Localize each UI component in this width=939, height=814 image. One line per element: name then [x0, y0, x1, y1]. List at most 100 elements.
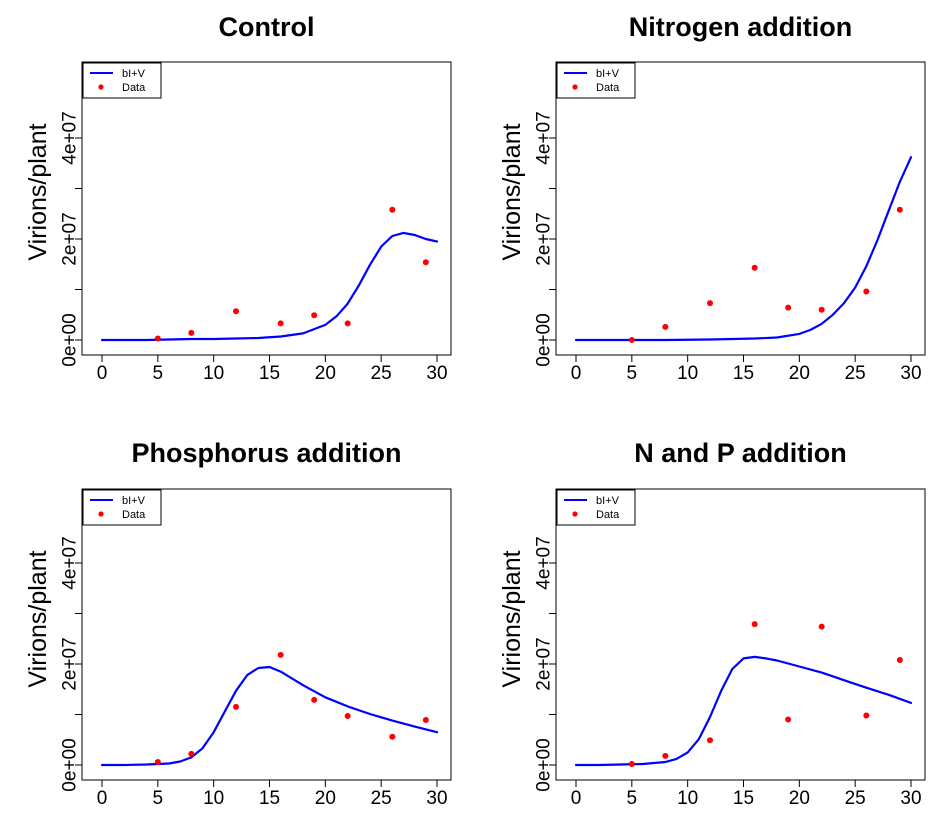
legend-label: bI+V — [596, 495, 620, 507]
data-point — [863, 288, 870, 295]
x-tick-label: 30 — [900, 363, 921, 384]
chart-title: Phosphorus addition — [132, 438, 402, 468]
x-tick-label: 30 — [426, 363, 447, 384]
x-tick-label: 10 — [203, 788, 224, 809]
data-point — [785, 304, 792, 311]
data-point — [707, 737, 713, 744]
chart-title: Nitrogen addition — [629, 12, 852, 42]
x-tick-label: 10 — [677, 363, 698, 384]
y-tick-label: 0e+00 — [60, 313, 81, 366]
legend-label: Data — [122, 509, 146, 521]
data-point — [896, 206, 903, 213]
data-point — [188, 329, 195, 336]
legend-label: Data — [596, 509, 620, 521]
legend-box — [556, 489, 636, 526]
x-tick-label: 0 — [571, 363, 582, 384]
chart-panel: Control 0 5 10 15 20 25 30 0e+00 2e+07 4e+07 Virion… — [24, 12, 452, 384]
data-point — [628, 337, 635, 343]
model-line-series — [574, 156, 913, 342]
legend: bI+V Data — [556, 489, 636, 526]
data-point — [818, 306, 825, 313]
x-tick-label: 5 — [153, 363, 164, 384]
x-tick-label: 5 — [627, 363, 638, 384]
data-point — [628, 760, 635, 767]
legend-label: bI+V — [596, 68, 620, 80]
data-point — [818, 623, 825, 630]
plot-frame — [555, 61, 926, 356]
y-axis-label: Virions/plant — [498, 550, 526, 687]
data-point — [863, 712, 870, 719]
y-tick-label: 2e+07 — [60, 637, 81, 690]
legend-label: Data — [596, 82, 620, 94]
y-axis-label: Virions/plant — [24, 550, 52, 687]
y-tick-label: 4e+07 — [60, 536, 81, 589]
model-line-series — [100, 231, 439, 342]
legend-dot-swatch — [98, 84, 104, 90]
y-tick-label: 0e+00 — [60, 738, 81, 791]
data-point — [785, 716, 792, 723]
x-tick-label: 25 — [845, 788, 866, 809]
legend-box — [82, 489, 162, 526]
data-point — [389, 733, 396, 740]
x-tick-label: 15 — [733, 788, 754, 809]
x-tick-label: 10 — [203, 363, 224, 384]
x-tick-label: 25 — [371, 788, 392, 809]
y-axis-label: Virions/plant — [24, 123, 52, 260]
y-tick-label: 2e+07 — [534, 212, 555, 265]
x-tick-label: 0 — [97, 788, 108, 809]
y-tick-label: 0e+00 — [534, 313, 555, 366]
data-point — [751, 621, 758, 628]
legend-label: bI+V — [122, 495, 146, 507]
y-tick-label: 4e+07 — [534, 111, 555, 164]
x-tick-label: 30 — [426, 788, 447, 809]
legend: bI+V Data — [556, 62, 636, 99]
x-tick-label: 20 — [315, 788, 336, 809]
plot-frame — [81, 488, 452, 781]
legend-label: bI+V — [122, 68, 146, 80]
legend-dot-swatch — [572, 84, 578, 90]
data-point — [311, 312, 318, 319]
data-point — [707, 300, 713, 307]
data-point — [154, 758, 161, 765]
model-line-series — [574, 655, 913, 767]
data-point — [233, 308, 239, 315]
data-point — [662, 752, 669, 759]
data-point — [896, 656, 903, 663]
legend: bI+V Data — [82, 62, 162, 99]
legend-dot-swatch — [98, 511, 104, 517]
chart-panel: Nitrogen addition 0 5 10 15 20 25 30 0e+00 2e+07 4… — [498, 12, 926, 384]
data-point — [389, 206, 396, 213]
x-tick-label: 5 — [153, 788, 164, 809]
x-tick-label: 15 — [733, 363, 754, 384]
legend: bI+V Data — [82, 489, 162, 526]
plot-frame — [555, 488, 926, 781]
plot-frame — [81, 61, 452, 356]
data-point — [751, 264, 758, 271]
model-line-series — [100, 665, 439, 767]
x-tick-label: 0 — [571, 788, 582, 809]
data-point — [344, 713, 351, 720]
x-tick-label: 10 — [677, 788, 698, 809]
y-axis-label: Virions/plant — [498, 123, 526, 260]
y-tick-label: 2e+07 — [534, 637, 555, 690]
legend-label: Data — [122, 82, 146, 94]
x-tick-label: 15 — [259, 363, 280, 384]
y-tick-label: 0e+00 — [534, 738, 555, 791]
chart-title: Control — [219, 12, 315, 42]
x-tick-label: 15 — [259, 788, 280, 809]
data-point — [188, 750, 195, 757]
x-tick-label: 5 — [627, 788, 638, 809]
legend-box — [556, 62, 636, 99]
x-tick-label: 30 — [900, 788, 921, 809]
data-point — [233, 703, 239, 710]
chart-panel: N and P addition 0 5 10 15 20 25 30 0e+00 2e+07 4e… — [498, 438, 926, 809]
x-tick-label: 25 — [845, 363, 866, 384]
x-tick-label: 20 — [315, 363, 336, 384]
y-tick-label: 4e+07 — [60, 111, 81, 164]
data-point — [311, 696, 318, 703]
chart-title: N and P addition — [634, 438, 847, 468]
legend-dot-swatch — [572, 511, 578, 517]
x-tick-label: 0 — [97, 363, 108, 384]
data-point — [422, 717, 429, 724]
